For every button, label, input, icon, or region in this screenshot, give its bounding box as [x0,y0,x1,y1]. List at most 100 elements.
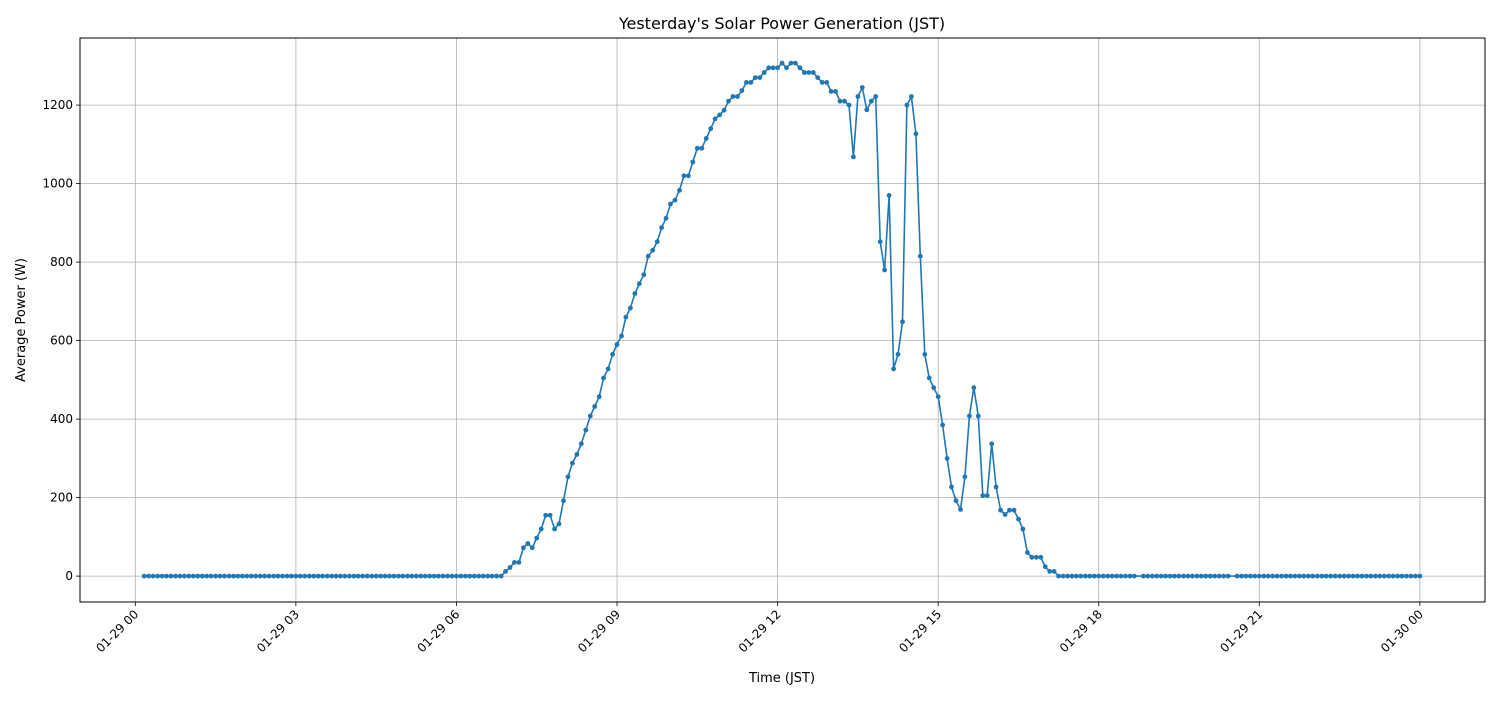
data-point [1105,573,1111,579]
data-point [1020,526,1026,532]
data-point [289,573,294,579]
data-point [721,107,727,113]
data-point [1239,573,1244,579]
data-point [1292,573,1298,579]
data-point [592,404,598,409]
data-point [1047,569,1053,574]
data-point [1011,507,1017,513]
data-point [712,116,718,122]
data-point [489,573,495,579]
data-point [467,573,473,579]
data-point [302,573,308,579]
data-point [895,351,901,357]
data-point [1243,573,1249,579]
data-point [614,342,620,347]
data-point [953,498,959,504]
data-point [190,573,196,579]
data-point [672,197,678,203]
data-point [173,573,178,579]
data-point [1261,573,1267,579]
data-point [1167,573,1173,579]
data-point [1060,573,1066,579]
data-point [730,94,736,99]
grid-lines [80,38,1485,602]
data-point [610,351,615,357]
data-point [645,253,651,259]
data-point [882,267,887,273]
data-point [717,112,722,118]
data-point [1381,573,1387,579]
data-point [846,102,852,108]
data-point [556,521,562,527]
data-point [1390,573,1396,579]
data-point [1212,573,1218,579]
data-point [1256,573,1262,579]
data-point [1323,573,1329,579]
data-point [208,573,214,579]
data-point [311,573,317,579]
data-point [364,573,370,579]
data-point [1083,573,1088,579]
data-point [570,460,575,466]
data-point [1051,569,1057,574]
y-tick-label: 400 [50,412,73,426]
data-point [458,573,464,579]
data-point [819,80,825,85]
data-point [1225,573,1231,579]
data-point [284,573,290,579]
data-point [231,573,236,579]
data-point [752,75,758,80]
data-point [757,75,763,80]
data-point [240,573,245,579]
data-point [1408,573,1414,579]
data-point [529,545,535,551]
data-point [485,573,491,579]
data-point [226,573,232,579]
data-point [788,60,794,66]
data-point [253,573,259,579]
data-point [338,573,343,579]
data-point [547,512,553,518]
data-point [1069,573,1075,579]
data-point [521,545,526,551]
data-point [1074,573,1079,579]
data-point [904,102,910,108]
data-point [324,573,330,579]
data-point [708,126,714,132]
data-point [146,573,152,579]
data-point [770,65,776,71]
data-point [726,98,731,104]
data-point [351,573,357,579]
data-point [1337,573,1342,579]
data-point [574,452,580,457]
y-axis-ticks: 0 200 400 600 800 1000 1200 [42,98,80,583]
data-point [1364,573,1369,579]
data-point [779,60,785,66]
data-point [1176,573,1182,579]
data-point [525,541,531,546]
data-point [900,319,905,325]
data-point [262,573,268,579]
data-point [578,441,584,447]
data-point [1042,564,1048,570]
data-point [913,131,919,137]
data-point [984,493,990,498]
data-point [1025,550,1030,555]
data-point [248,573,254,579]
data-point [917,253,923,259]
data-point [998,507,1003,513]
x-tick-label: 01-29 03 [254,607,302,655]
y-tick-label: 1000 [42,177,73,191]
data-point [373,573,379,579]
data-point [297,573,303,579]
data-point [810,70,816,75]
x-tick-label: 01-29 21 [1217,607,1265,655]
x-tick-label: 01-29 12 [736,607,784,655]
data-point [650,247,656,253]
data-point [1346,573,1351,579]
data-point [1185,573,1191,579]
data-point [748,80,754,85]
data-point [1065,573,1070,579]
y-axis-label: Average Power (W) [14,258,29,382]
data-point [1332,573,1338,579]
